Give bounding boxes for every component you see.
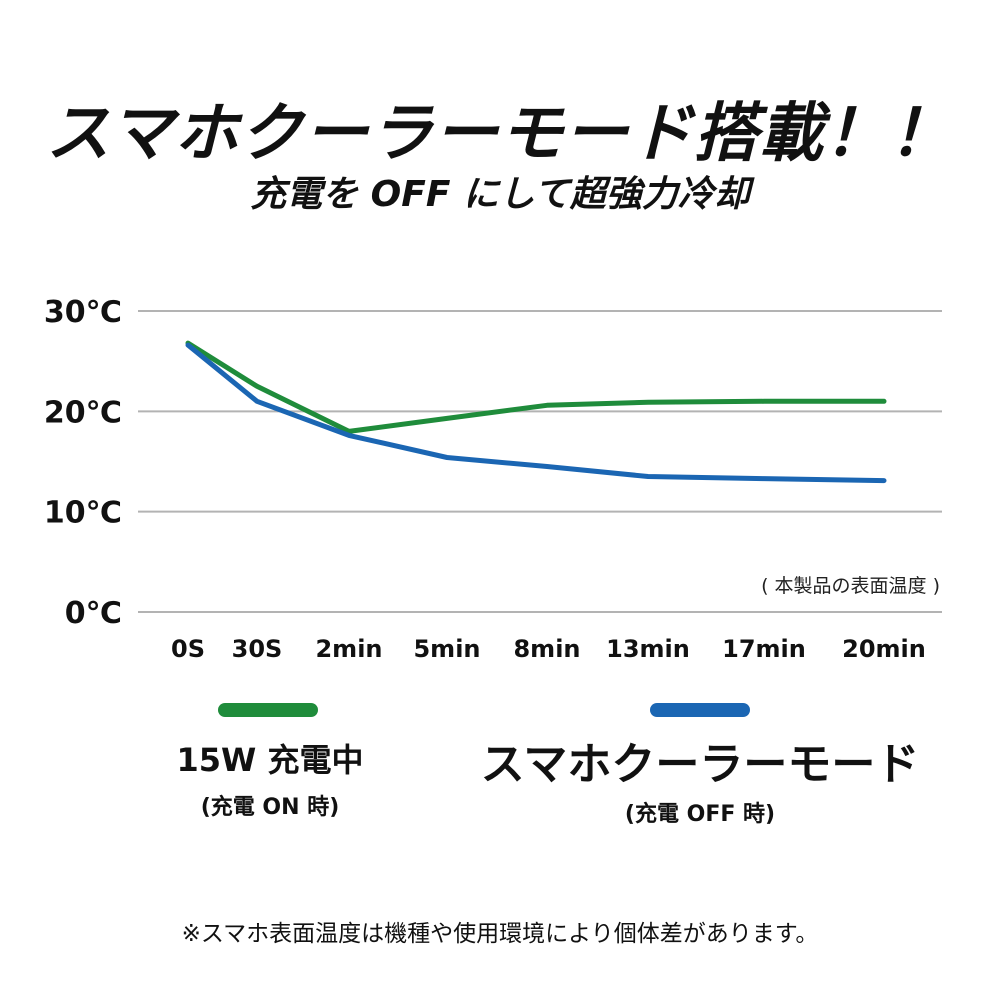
x-tick-label: 20min: [842, 635, 926, 663]
x-tick-label: 8min: [513, 635, 580, 663]
legend-sublabel-cooler-mode: (充電 OFF 時): [624, 802, 776, 827]
x-tick-label: 2min: [315, 635, 382, 663]
legend-item-cooler-mode: スマホクーラーモード (充電 OFF 時): [470, 728, 930, 828]
y-tick-label: 30℃: [44, 295, 122, 330]
legend-label-cooler-mode: スマホクーラーモード: [480, 739, 920, 790]
series-line-charging: [185, 340, 887, 434]
chart-grid: [138, 310, 942, 613]
chart-note: ( 本製品の表面温度 ): [761, 575, 940, 597]
y-tick-label: 0℃: [65, 596, 122, 631]
page-subtitle: 充電を OFF にして超強力冷却: [250, 174, 750, 215]
legend-swatch-charging: [218, 703, 318, 717]
chart-series: [185, 340, 887, 484]
legend-label-charging: 15W 充電中: [176, 741, 364, 779]
temperature-chart: 30℃ 20℃ 10℃ 0℃ 0S 30S 2min 5min 8min 13min 17min 2…: [44, 295, 942, 663]
x-axis-ticks: 0S 30S 2min 5min 8min 13min 17min 20min: [171, 635, 926, 663]
x-tick-label: 17min: [722, 635, 806, 663]
legend-sublabel-charging: (充電 ON 時): [200, 795, 340, 820]
legend-item-charging: 15W 充電中 (充電 ON 時): [140, 735, 400, 821]
footnote: ※スマホ表面温度は機種や使用環境により個体差があります。: [181, 921, 819, 947]
legend-swatch-cooler-mode: [650, 703, 750, 717]
page-title: スマホクーラーモード搭載！！: [45, 97, 955, 171]
x-tick-label: 13min: [606, 635, 690, 663]
y-axis-ticks: 30℃ 20℃ 10℃ 0℃: [44, 295, 122, 631]
series-line-cooler-mode: [185, 342, 887, 484]
x-tick-label: 0S: [171, 635, 205, 663]
x-tick-label: 5min: [413, 635, 480, 663]
x-tick-label: 30S: [232, 635, 283, 663]
y-tick-label: 10℃: [44, 496, 122, 531]
y-tick-label: 20℃: [44, 395, 122, 430]
